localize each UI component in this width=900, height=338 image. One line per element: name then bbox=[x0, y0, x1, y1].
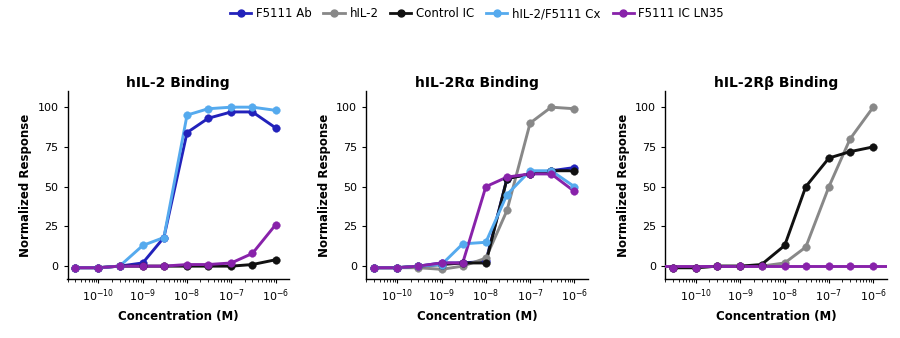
Legend: F5111 Ab, hIL-2, Control IC, hIL-2/F5111 Cx, F5111 IC LN35: F5111 Ab, hIL-2, Control IC, hIL-2/F5111… bbox=[225, 2, 729, 25]
Title: hIL-2Rβ Binding: hIL-2Rβ Binding bbox=[714, 76, 838, 90]
Title: hIL-2Rα Binding: hIL-2Rα Binding bbox=[415, 76, 539, 90]
Title: hIL-2 Binding: hIL-2 Binding bbox=[126, 76, 230, 90]
X-axis label: Concentration (M): Concentration (M) bbox=[417, 310, 537, 323]
X-axis label: Concentration (M): Concentration (M) bbox=[716, 310, 836, 323]
Y-axis label: Normalized Response: Normalized Response bbox=[616, 114, 630, 257]
X-axis label: Concentration (M): Concentration (M) bbox=[118, 310, 238, 323]
Y-axis label: Normalized Response: Normalized Response bbox=[19, 114, 32, 257]
Y-axis label: Normalized Response: Normalized Response bbox=[318, 114, 330, 257]
